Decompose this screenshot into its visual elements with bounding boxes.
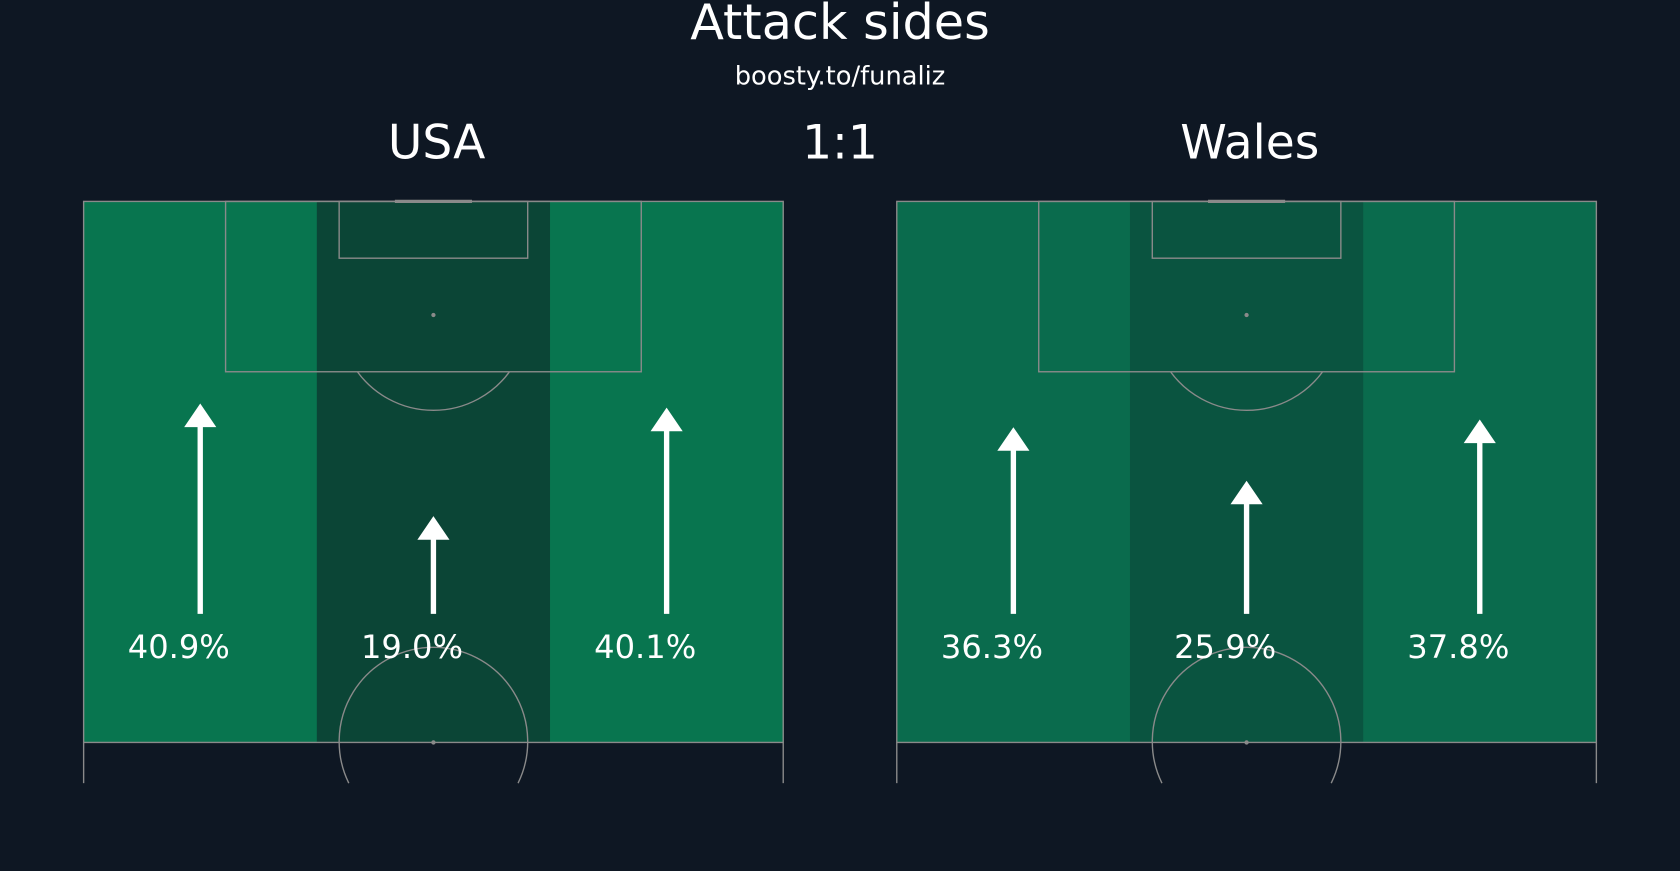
arrow (1230, 480, 1263, 614)
value-label: 40.9% (128, 628, 230, 666)
value-label: 19.0% (361, 628, 463, 666)
penalty-arc (1169, 371, 1324, 412)
arrow (997, 427, 1030, 614)
value-label: 25.9% (1174, 628, 1276, 666)
team-name: Wales (1180, 116, 1319, 171)
lane (1129, 201, 1364, 743)
arrow (650, 407, 683, 614)
center-spot (1244, 740, 1249, 745)
center-spot (431, 740, 436, 745)
chart-title: Attack sides (690, 0, 990, 51)
value-label: 36.3% (941, 628, 1043, 666)
arrow (184, 403, 217, 614)
chart-subtitle: boosty.to/funaliz (735, 62, 946, 92)
pitch-markings (82, 199, 784, 784)
center-circle (338, 646, 529, 784)
pitch-markings (896, 199, 1598, 784)
lane (316, 201, 551, 743)
arrow (417, 516, 450, 614)
value-label: 40.1% (594, 628, 696, 666)
value-label: 37.8% (1407, 628, 1509, 666)
center-circle (1151, 646, 1342, 784)
team-name: USA (388, 116, 486, 171)
arrow (1463, 419, 1496, 614)
penalty-spot (431, 312, 436, 318)
penalty-arc (356, 371, 511, 412)
penalty-spot (1244, 312, 1249, 318)
score: 1:1 (802, 116, 878, 171)
